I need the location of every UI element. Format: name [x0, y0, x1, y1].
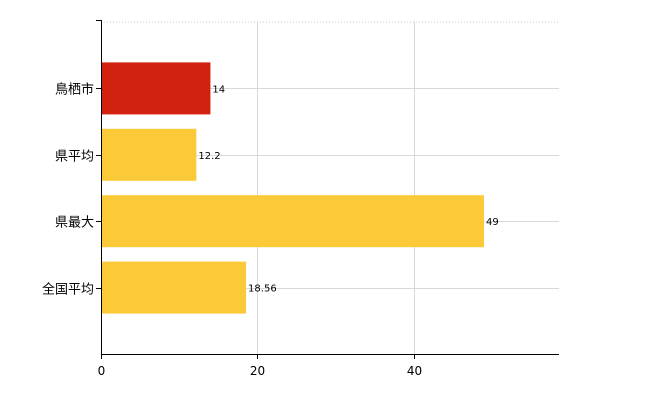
category-label: 県平均 — [55, 150, 94, 165]
data-label: 12.2 — [198, 151, 220, 162]
data-label: 18.56 — [248, 284, 277, 295]
x-tick-label: 40 — [407, 364, 422, 378]
category-label: 全国平均 — [42, 282, 94, 298]
bar — [102, 195, 484, 248]
axis-layer — [96, 20, 559, 359]
bar — [102, 62, 211, 115]
data-label: 49 — [486, 217, 499, 228]
bar — [102, 261, 247, 314]
x-tick-label: 0 — [98, 364, 106, 378]
data-label: 14 — [212, 84, 225, 95]
bar — [102, 128, 197, 181]
category-label: 県最大 — [55, 216, 94, 231]
bar-layer — [102, 62, 484, 314]
x-tick-label: 20 — [250, 364, 265, 378]
category-label: 鳥栖市 — [55, 82, 94, 98]
